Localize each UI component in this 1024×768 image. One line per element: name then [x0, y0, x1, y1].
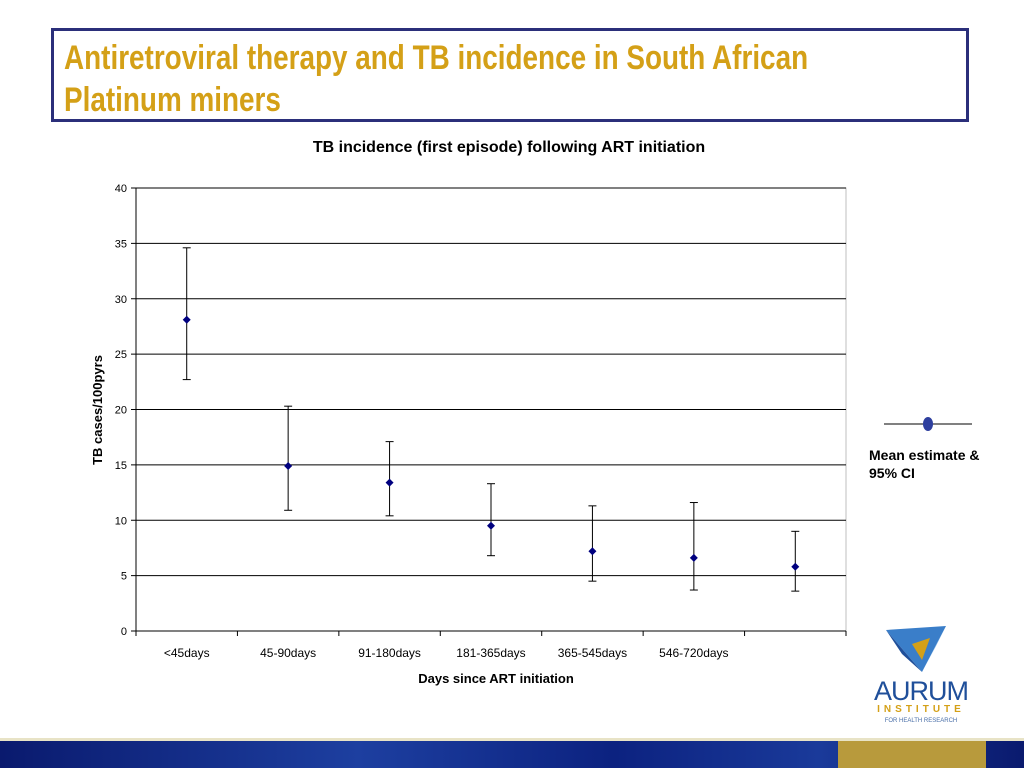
x-tick-label: <45days [164, 646, 210, 660]
data-point [588, 547, 597, 556]
slide-title-line-2: Platinum miners [64, 81, 281, 119]
y-tick-label: 20 [115, 405, 127, 417]
data-point [689, 553, 698, 562]
y-tick-labels: 0 5 10 15 20 25 30 35 40 [115, 183, 127, 638]
logo-name: AURUM [874, 676, 969, 706]
x-tick-label: 546-720days [659, 646, 728, 660]
data-point [385, 478, 394, 487]
y-tick-label: 10 [115, 515, 127, 527]
gridlines [136, 187, 846, 577]
title-frame: Antiretroviral therapy and TB incidence … [51, 28, 969, 122]
data-points [182, 315, 800, 571]
y-tick-label: 40 [115, 183, 127, 195]
y-tick-label: 0 [121, 626, 127, 638]
x-tick-label: 45-90days [260, 646, 316, 660]
data-point [791, 562, 800, 571]
legend-label: Mean estimate & 95% CI [869, 447, 980, 481]
legend-dot [923, 417, 933, 431]
y-axis-label: TB cases/100pyrs [90, 355, 105, 465]
data-point [487, 521, 495, 530]
tb-incidence-chart: TB incidence (first episode) following A… [90, 139, 972, 686]
x-axis-label: Days since ART initiation [418, 671, 574, 686]
y-tick-label: 30 [115, 294, 127, 306]
chart-title: TB incidence (first episode) following A… [313, 139, 705, 156]
data-point [284, 461, 293, 470]
x-tick-labels: <45days 45-90days 91-180days 181-365days 365… [164, 646, 729, 660]
x-tick-label: 181-365days [456, 646, 525, 660]
data-point [182, 315, 191, 324]
slide-title-line-1: Antiretroviral therapy and TB incidence … [64, 39, 809, 77]
y-tick-label: 5 [121, 571, 127, 583]
footer-gold-block [838, 741, 986, 768]
x-tick-label: 91-180days [358, 646, 421, 660]
logo-subtitle: INSTITUTE [877, 704, 965, 715]
y-tick-label: 35 [115, 238, 127, 250]
slide-title: Antiretroviral therapy and TB incidence … [64, 37, 809, 121]
logo-tagline: FOR HEALTH RESEARCH [884, 718, 958, 724]
footer-top-line [0, 738, 1024, 741]
x-tick-label: 365-545days [558, 646, 627, 660]
axes [131, 187, 847, 636]
legend-marker [884, 417, 972, 431]
y-tick-label: 25 [115, 349, 127, 361]
aurum-logo-icon [886, 626, 946, 672]
y-tick-label: 15 [115, 460, 127, 472]
